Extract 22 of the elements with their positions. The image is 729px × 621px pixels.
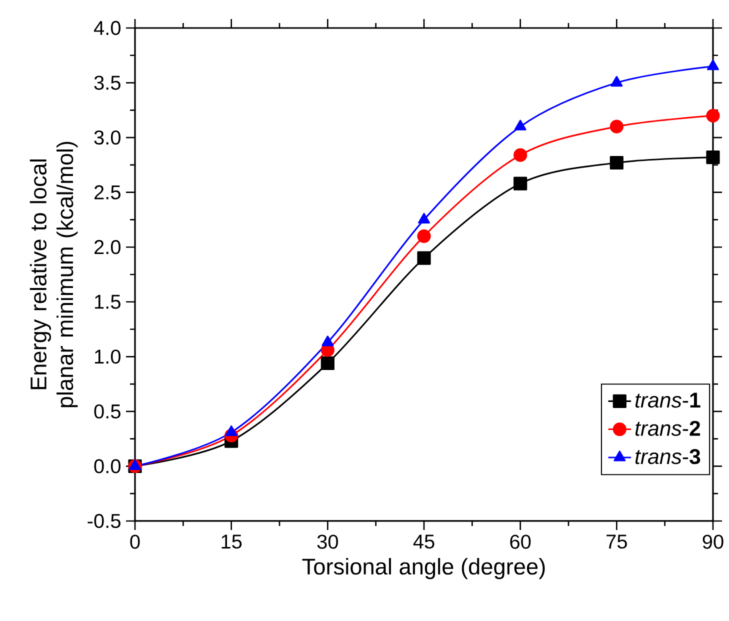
x-tick-label: 45 [413,534,434,549]
y-tick-label: 3.5 [94,76,120,90]
y-tick-label: 2.0 [94,240,120,254]
y-tick-label: 3.0 [94,130,120,145]
legend-label: trans-1 [635,392,700,408]
x-axis-title: Torsional angle (degree) [302,558,545,580]
y-tick-label: 0.5 [94,404,120,419]
x-tick-label: 90 [702,534,724,549]
y-tick-label: 0.0 [94,459,120,474]
x-tick-label: 75 [606,534,627,549]
y-tick-label: 2.5 [94,185,120,200]
x-tick-label: 15 [222,534,242,549]
y-tick-label: 4.0 [94,20,120,36]
legend-label: trans-3 [635,449,700,464]
y-tick-label: 1.0 [95,350,120,364]
y-tick-label: -0.5 [88,514,120,528]
y-axis-title: Energy relative to local planar minimum (kcal/mol) [30,142,78,408]
legend-label: trans-2 [635,420,700,436]
x-tick-label: 60 [510,534,531,549]
y-tick-label: 1.5 [95,294,120,309]
x-tick-label: 0 [130,534,140,549]
x-tick-label: 30 [317,534,338,549]
